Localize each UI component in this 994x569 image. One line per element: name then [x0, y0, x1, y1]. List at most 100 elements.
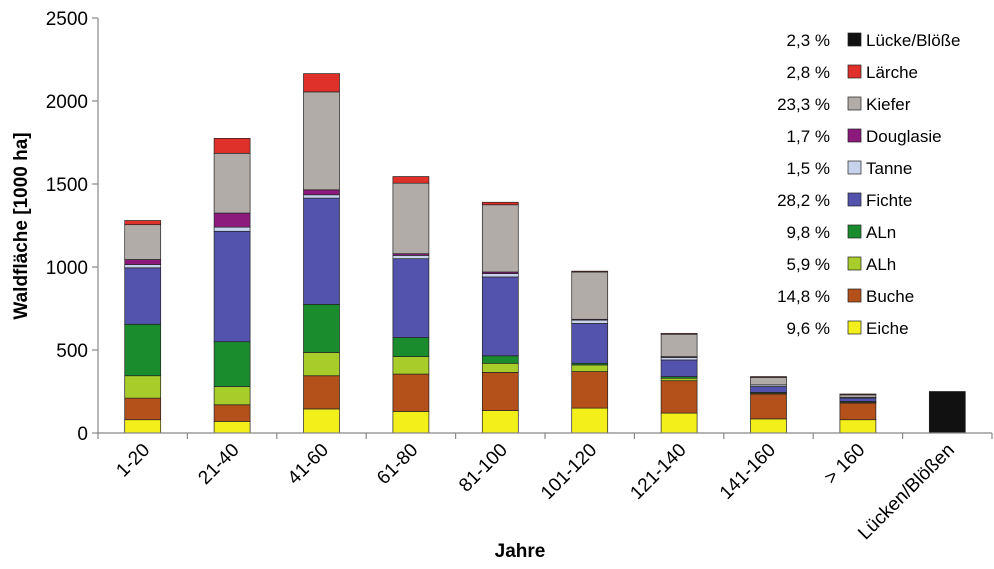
legend-swatch: [847, 128, 862, 143]
legend-swatch: [847, 288, 862, 303]
bar-segment: [124, 323, 162, 377]
legend-label: Buche: [866, 287, 914, 306]
legend-percent: 1,5 %: [787, 159, 830, 178]
bar-segment: [213, 152, 251, 214]
bar-segment: [481, 201, 519, 206]
bar-segment: [392, 255, 430, 260]
legend-percent: 5,9 %: [787, 255, 830, 274]
bar-segment: [124, 419, 162, 434]
legend-percent: 9,8 %: [787, 223, 830, 242]
x-axis-ticks: 1-20 21-40 41-60 61-80 81-100 101-120 121-140 1…: [97, 433, 993, 544]
legend-swatch: [847, 192, 862, 207]
bar-segment: [481, 204, 519, 273]
bar-segment: [213, 404, 251, 422]
y-axis-title: Waldfläche [1000 ha]: [11, 132, 32, 319]
legend-percent: 2,3 %: [787, 31, 830, 50]
bar-segment: [303, 189, 340, 196]
bar-segment: [750, 377, 787, 386]
legend-label: Kiefer: [866, 95, 911, 114]
y-axis-ticks: 0 500 1000 1500 2000 2500: [46, 9, 98, 445]
bar-segment: [392, 411, 430, 434]
bar-segment: [213, 138, 251, 154]
bar-segment: [392, 373, 430, 412]
bar-segment: [660, 380, 698, 414]
bar-segment: [571, 364, 609, 372]
y-tick-label: 500: [56, 341, 88, 362]
legend-swatch: [847, 160, 862, 175]
bar-segment: [303, 352, 340, 377]
legend-percent: 1,7 %: [787, 127, 830, 146]
bar-segment: [839, 397, 877, 402]
bar-segment: [750, 386, 787, 393]
y-tick-label: 2500: [46, 9, 88, 30]
bar-segment: [303, 194, 340, 199]
bar-segment: [660, 359, 698, 377]
x-tick-label: 41-60: [284, 440, 333, 489]
legend-label: Eiche: [866, 319, 909, 338]
bar-segment: [303, 91, 340, 191]
bar-segment: [303, 73, 340, 93]
bar-segment: [750, 418, 787, 434]
bar-segment: [303, 408, 340, 434]
bar-segment: [213, 386, 251, 406]
legend-swatch: [847, 256, 862, 271]
bar-segment: [660, 333, 698, 335]
bar-segment: [571, 407, 609, 434]
bar-segment: [571, 323, 609, 364]
bar-segment: [571, 271, 609, 320]
x-tick-label: 81-100: [455, 440, 512, 497]
bar-segment: [124, 267, 162, 325]
bar-segment: [392, 337, 430, 357]
bar-segment: [660, 412, 698, 434]
x-tick-label: > 160: [821, 440, 870, 489]
bar-segment: [124, 264, 162, 269]
y-tick-label: 0: [77, 424, 88, 445]
bar-segment: [571, 371, 609, 409]
bar-segment: [392, 182, 430, 255]
legend-label: Tanne: [866, 159, 912, 178]
legend-swatch: [847, 32, 862, 47]
legend-percent: 14,8 %: [777, 287, 830, 306]
legend: 2,3 % Lücke/Blöße 2,8 % Lärche 23,3 % Kiefer 1…: [777, 31, 960, 338]
bar-segment: [839, 402, 877, 421]
bar-segment: [928, 391, 966, 434]
legend-label: Fichte: [866, 191, 912, 210]
x-tick-label: 101-120: [537, 440, 601, 504]
legend-percent: 2,8 %: [787, 63, 830, 82]
legend-swatch: [847, 224, 862, 239]
legend-label: Lärche: [866, 63, 918, 82]
x-tick-label: 21-40: [194, 440, 243, 489]
bar-segment: [392, 356, 430, 375]
bar-segment: [124, 375, 162, 399]
bar-stacks: [124, 73, 966, 434]
y-tick-label: 2000: [46, 92, 88, 113]
legend-percent: 9,6 %: [787, 319, 830, 338]
bar-segment: [571, 270, 609, 273]
bar-segment: [481, 410, 519, 434]
bar-segment: [839, 393, 877, 396]
legend-swatch: [847, 320, 862, 335]
bar-segment: [124, 224, 162, 260]
bar-segment: [303, 304, 340, 353]
legend-percent: 28,2 %: [777, 191, 830, 210]
x-tick-label: 1-20: [112, 440, 154, 482]
bar-segment: [660, 377, 698, 382]
legend-percent: 23,3 %: [777, 95, 830, 114]
bar-segment: [213, 212, 251, 228]
legend-swatch: [847, 96, 862, 111]
bar-segment: [213, 226, 251, 232]
x-tick-label: 141-160: [716, 440, 780, 504]
x-tick-label: 61-80: [373, 440, 422, 489]
y-tick-label: 1000: [46, 258, 88, 279]
bar-segment: [571, 319, 609, 324]
bar-segment: [839, 419, 877, 434]
bar-segment: [750, 376, 787, 378]
bar-segment: [481, 362, 519, 373]
bar-segment: [392, 176, 430, 184]
y-tick-label: 1500: [46, 175, 88, 196]
x-tick-label: Lücken/Blößen: [854, 440, 958, 544]
bar-segment: [213, 341, 251, 387]
bar-segment: [213, 421, 251, 434]
bar-segment: [839, 394, 877, 398]
